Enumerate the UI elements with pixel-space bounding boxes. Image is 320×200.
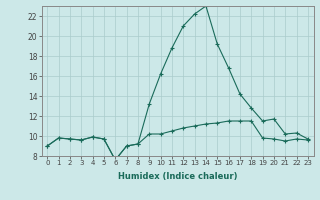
X-axis label: Humidex (Indice chaleur): Humidex (Indice chaleur) [118, 172, 237, 181]
